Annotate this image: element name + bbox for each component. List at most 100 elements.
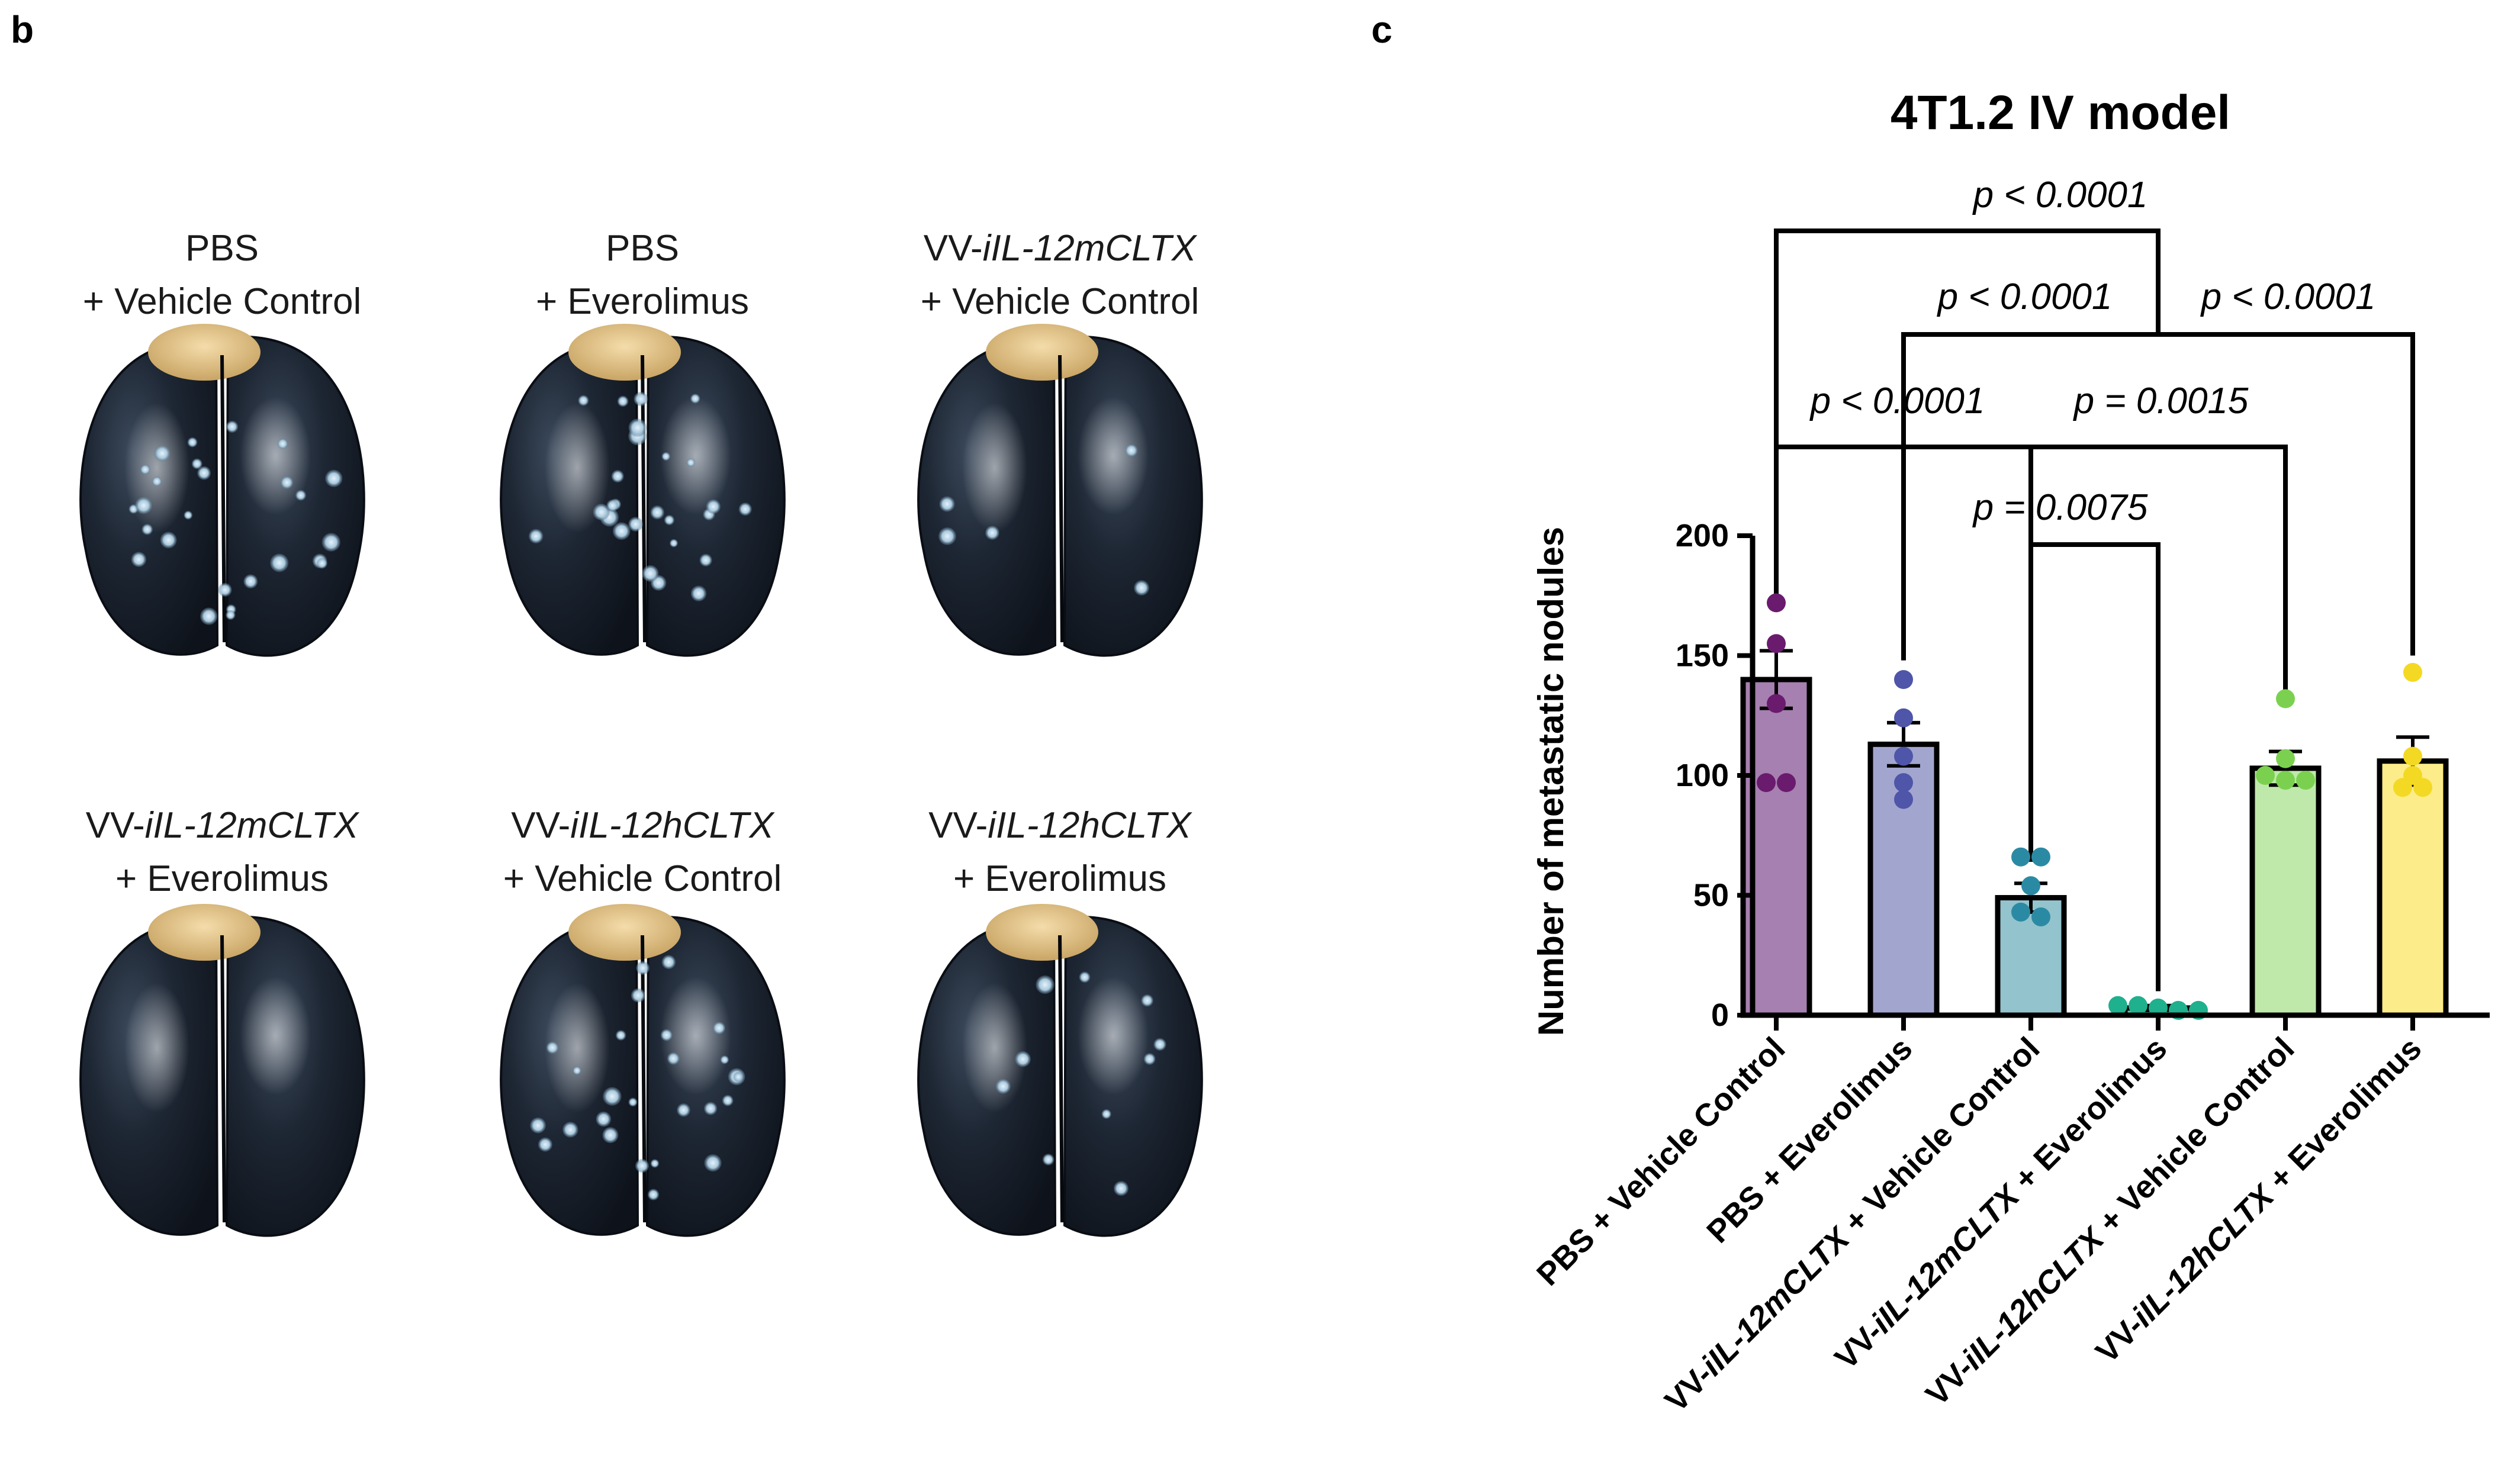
trachea-tissue [148,904,261,961]
nodule [667,1052,680,1065]
fissure [220,355,226,643]
data-point [2129,996,2147,1015]
nodule [704,1154,722,1172]
nodule [603,1087,622,1106]
nodule [1143,1053,1156,1065]
nodule [1153,1038,1166,1051]
nodule [154,445,171,462]
nodule [226,420,239,433]
nodule [1141,994,1153,1007]
fissure [220,935,226,1223]
data-point [2276,749,2295,768]
lung-label-line2: + Everolimus [115,858,329,899]
p-value-label: p < 0.0001 [1809,381,1985,421]
data-point [2413,778,2432,797]
lung-specimen: PBS + Vehicle Control [79,228,365,657]
fissure [641,935,647,1223]
nodule [634,392,648,406]
lung-specimen: VV-iIL-12mCLTX + Everolimus [79,805,365,1237]
lung-label-line2: + Everolimus [953,858,1166,899]
nodule [270,553,289,572]
nodule [197,466,211,480]
nodule [131,552,147,567]
data-point [2296,771,2315,790]
lung-label-line1: VV-iIL-12mCLTX [924,228,1198,269]
data-point [2031,907,2050,926]
trachea-tissue [148,324,261,381]
lung-label-line1: VV-iIL-12mCLTX [86,805,360,846]
p-value-label: p < 0.0001 [2200,276,2376,317]
significance-bracket [1774,228,2161,596]
nodule [218,582,232,597]
trachea-tissue [568,904,681,961]
nodule [733,1071,744,1082]
nodule [720,1055,729,1064]
p-value-label: p = 0.0075 [1972,487,2148,528]
data-point [2276,689,2295,709]
nodule [1134,580,1149,596]
significance-bracket [2156,308,2415,656]
nodule [593,503,610,521]
nodule [1079,971,1091,983]
nodule [528,529,544,544]
nodule [677,1103,690,1117]
nodule [606,499,619,512]
data-point [2031,847,2050,867]
sheen [1078,397,1149,515]
nodule [661,955,676,970]
bar [1995,895,2067,1018]
lung-label-line1: PBS [185,228,259,269]
sheen [962,983,1027,1113]
nodule [664,514,675,526]
nodule [738,503,752,516]
y-tick-label: 0 [1711,997,1729,1033]
nodule [985,526,999,540]
sheen [1078,977,1149,1095]
nodule [243,574,258,589]
nodule [642,565,659,582]
nodule [280,476,294,489]
data-point [1894,746,1913,766]
data-point [1894,708,1913,727]
sheen [124,983,189,1113]
significance-brackets: p < 0.0001 p < 0.0001 p < 0.0001 p < 0.0001… [1774,175,2415,992]
panel-c-letter: c [1371,8,1393,51]
nodule [690,585,707,601]
lung-label-line2: + Everolimus [536,281,749,322]
sheen [962,403,1027,533]
nodule [1036,975,1055,994]
data-point [2256,766,2275,785]
bars [1740,649,2449,1018]
bar [2377,758,2449,1018]
nodule [546,1041,559,1054]
nodule [1042,1154,1055,1166]
nodule [612,522,631,540]
panel-b-letter: b [11,8,34,51]
lung-label-line1: VV-iIL-12hCLTX [511,805,775,846]
nodule [200,607,218,625]
sheen [240,397,311,515]
data-point [2403,746,2422,766]
x-tick-label: PBS + Everolimus [1700,1031,1919,1250]
lung-specimen: PBS + Everolimus [500,228,786,657]
nodule [295,490,307,501]
lung-specimen: VV-iIL-12hCLTX + Vehicle Control [500,805,786,1237]
data-point [1894,790,1913,809]
data-point [2403,662,2422,682]
nodule [322,533,340,552]
lung-label-line1: PBS [606,228,679,269]
data-point [1777,773,1796,793]
nodule [538,1137,553,1152]
nodule [277,438,288,449]
y-tick-label: 50 [1693,878,1729,913]
trachea-tissue [986,904,1098,961]
nodule [226,610,236,620]
nodule [628,517,643,532]
sheen [660,977,731,1095]
lung-label-line2: + Vehicle Control [83,281,361,322]
data-point [1767,593,1786,613]
trachea-tissue [986,324,1098,381]
data-point [2108,996,2127,1015]
